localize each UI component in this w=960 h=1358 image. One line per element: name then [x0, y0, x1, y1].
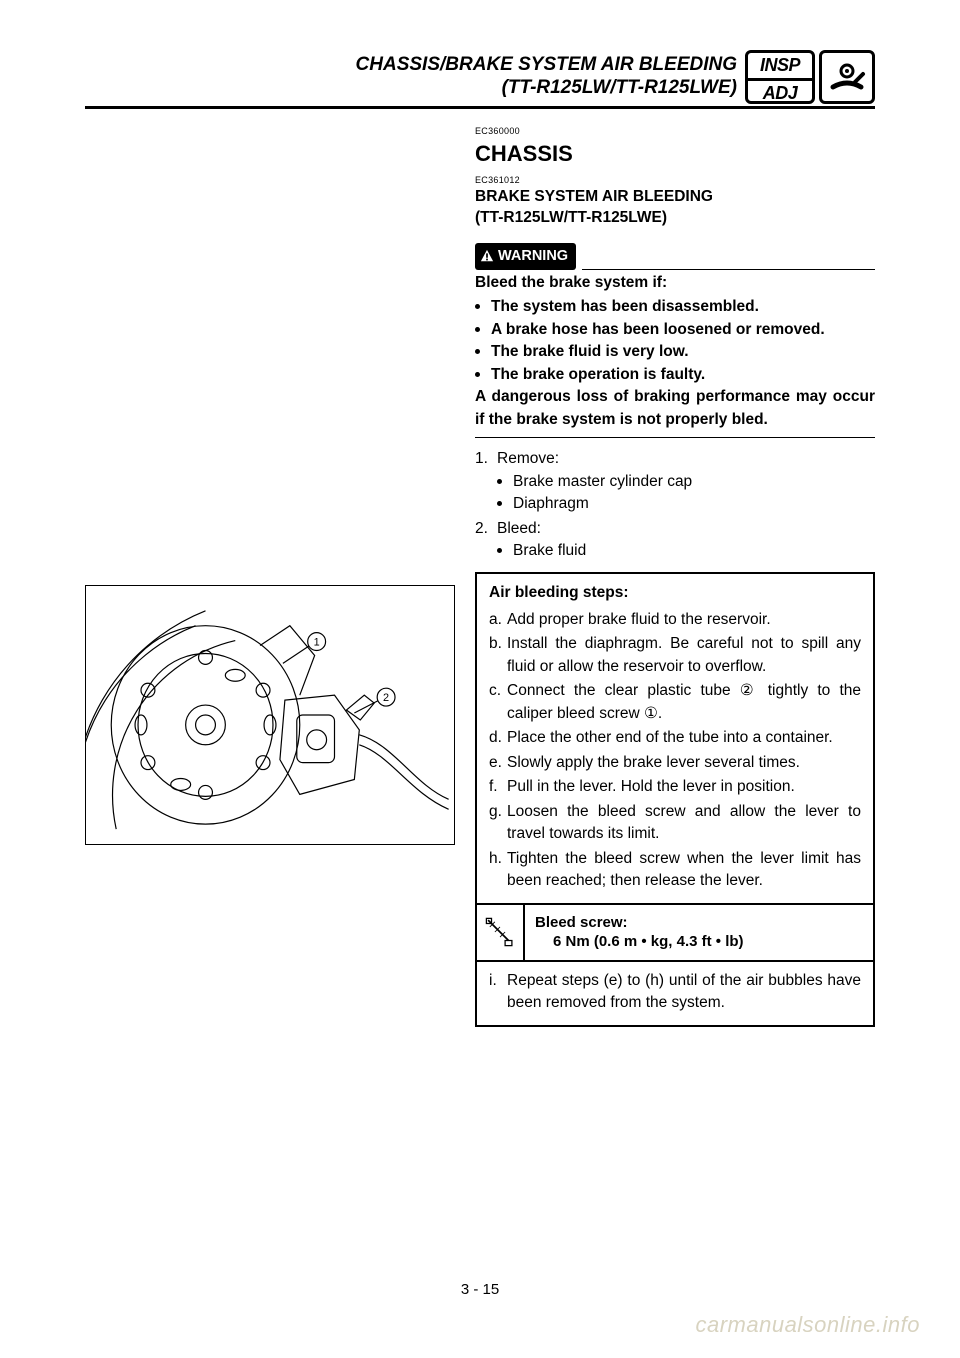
warning-bullet: The system has been disassembled. — [491, 296, 875, 318]
warning-triangle-icon — [480, 249, 494, 263]
step-b: b.Install the diaphragm. Be careful not … — [507, 633, 861, 678]
brake-diagram: 1 2 — [85, 585, 455, 845]
insp-adj-badge: INSP ADJ — [745, 50, 815, 104]
procedure-letters: a.Add proper brake fluid to the reservoi… — [489, 609, 861, 893]
step-item: Diaphragm — [513, 493, 875, 515]
step-2: 2. Bleed: Brake fluid — [497, 518, 875, 563]
warning-bullet: The brake operation is faulty. — [491, 364, 875, 386]
step-d: d.Place the other end of the tube into a… — [507, 727, 861, 749]
warning-bullets: The system has been disassembled. A brak… — [475, 296, 875, 386]
step-1: 1. Remove: Brake master cylinder cap Dia… — [497, 448, 875, 515]
watermark: carmanualsonline.info — [695, 1312, 920, 1338]
page-number: 3 - 15 — [0, 1281, 960, 1298]
header-rule — [85, 106, 875, 109]
step-h: h.Tighten the bleed screw when the lever… — [507, 848, 861, 893]
torque-spec: Bleed screw: 6 Nm (0.6 m • kg, 4.3 ft • … — [477, 903, 873, 962]
torque-text: Bleed screw: 6 Nm (0.6 m • kg, 4.3 ft • … — [525, 905, 754, 960]
title-line-2: (TT-R125LW/TT-R125LWE) — [356, 77, 737, 100]
step-item: Brake master cylinder cap — [513, 471, 875, 493]
heading-chassis: CHASSIS — [475, 138, 875, 170]
right-column: EC360000 CHASSIS EC361012 BRAKE SYSTEM A… — [475, 125, 875, 1027]
step-e: e.Slowly apply the brake lever several t… — [507, 752, 861, 774]
torque-value: 6 Nm (0.6 m • kg, 4.3 ft • lb) — [535, 932, 744, 952]
service-manual-page: CHASSIS/BRAKE SYSTEM AIR BLEEDING (TT-R1… — [0, 0, 960, 1358]
steps-list: 1. Remove: Brake master cylinder cap Dia… — [475, 448, 875, 562]
adj-label: ADJ — [748, 78, 812, 104]
procedure-heading: Air bleeding steps: — [489, 582, 861, 604]
step-a: a.Add proper brake fluid to the reservoi… — [507, 609, 861, 631]
content-columns: 1 2 EC360000 CHASSIS EC361012 BRAKE SYST… — [85, 125, 875, 1027]
step-i: i.Repeat steps (e) to (h) until of the a… — [507, 970, 861, 1015]
ec-code-chassis: EC360000 — [475, 125, 875, 138]
warning-intro: Bleed the brake system if: — [475, 272, 875, 294]
ec-code-brake: EC361012 — [475, 174, 875, 187]
warning-label: WARNING — [475, 243, 576, 270]
torque-wrench-icon — [477, 905, 525, 960]
step-f: f.Pull in the lever. Hold the lever in p… — [507, 776, 861, 798]
insp-label: INSP — [748, 53, 812, 78]
warning-close-rule — [475, 437, 875, 438]
warning-text: WARNING — [498, 246, 568, 267]
page-title: CHASSIS/BRAKE SYSTEM AIR BLEEDING (TT-R1… — [356, 54, 737, 100]
step-c: c.Connect the clear plastic tube ② tight… — [507, 680, 861, 725]
step-g: g.Loosen the bleed screw and allow the l… — [507, 801, 861, 846]
callout-1: 1 — [314, 637, 320, 649]
inspection-icon — [819, 50, 875, 104]
warning-bullet: The brake fluid is very low. — [491, 341, 875, 363]
heading-brake: BRAKE SYSTEM AIR BLEEDING (TT-R125LW/TT-… — [475, 187, 875, 229]
warning-bullet: A brake hose has been loosened or remove… — [491, 319, 875, 341]
title-line-1: CHASSIS/BRAKE SYSTEM AIR BLEEDING — [356, 54, 737, 77]
procedure-letters-after: i.Repeat steps (e) to (h) until of the a… — [489, 970, 861, 1015]
warning-rule — [582, 269, 875, 270]
warning-closing: A dangerous loss of braking performance … — [475, 386, 875, 431]
warning-label-row: WARNING — [475, 243, 875, 270]
step-item: Brake fluid — [513, 540, 875, 562]
badge-group: INSP ADJ — [745, 50, 875, 104]
torque-label: Bleed screw: — [535, 914, 628, 931]
left-column: 1 2 — [85, 125, 455, 1027]
procedure-box: Air bleeding steps: a.Add proper brake f… — [475, 572, 875, 1026]
callout-2: 2 — [383, 692, 389, 704]
page-header: CHASSIS/BRAKE SYSTEM AIR BLEEDING (TT-R1… — [85, 50, 875, 104]
